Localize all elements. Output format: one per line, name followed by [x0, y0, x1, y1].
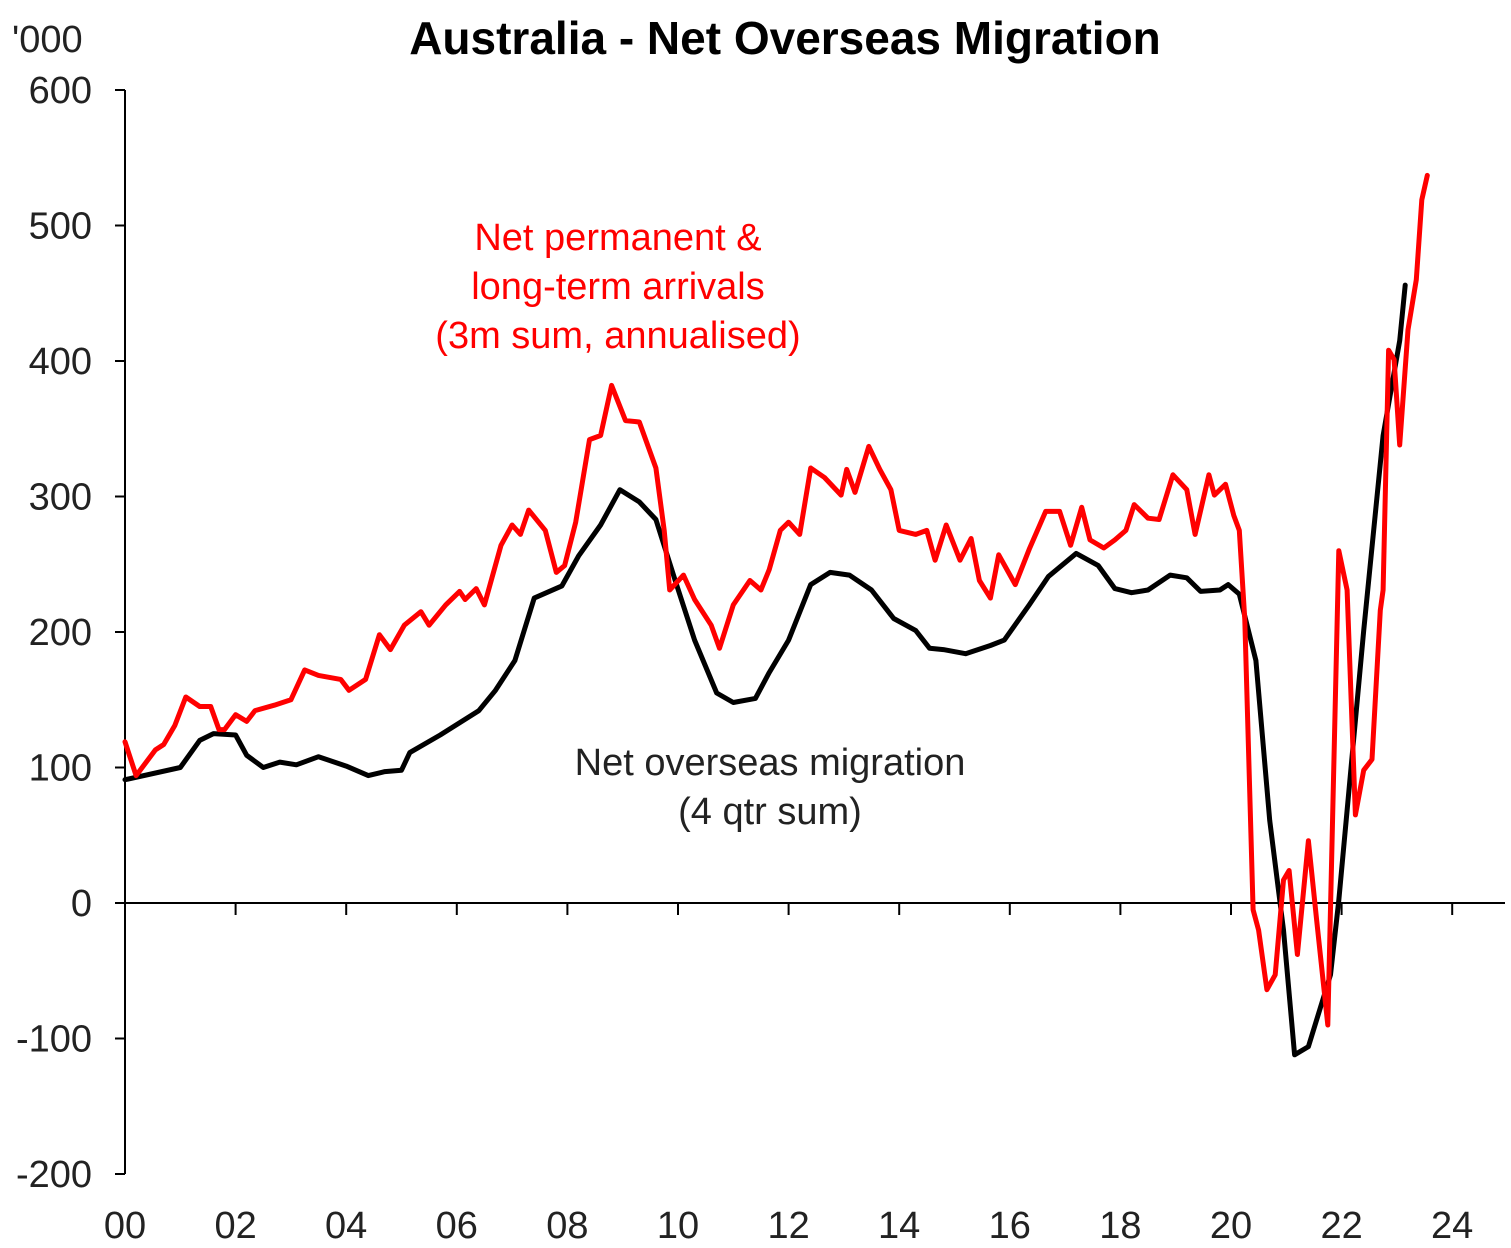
x-tick-label: 20 [1210, 1205, 1252, 1247]
annotation-red-line: Net permanent & [474, 217, 761, 259]
y-tick-label: -100 [16, 1019, 92, 1061]
x-tick-label: 18 [1099, 1205, 1141, 1247]
x-tick-label: 00 [104, 1205, 146, 1247]
y-tick-label: 0 [71, 883, 92, 925]
y-axis-unit-label: '000 [12, 19, 83, 61]
y-tick-label: -200 [16, 1154, 92, 1196]
y-tick-label: 200 [29, 612, 92, 654]
annotations: Net permanent & long-term arrivals (3m sum… [435, 217, 965, 833]
annotation-black-line: (4 qtr sum) [678, 791, 862, 833]
y-tick-label: 600 [29, 70, 92, 112]
series-line-black [122, 282, 1408, 1058]
x-tick-label: 16 [989, 1205, 1031, 1247]
x-tick-label: 08 [546, 1205, 588, 1247]
y-tick-label: 300 [29, 477, 92, 519]
annotation-black-line: Net overseas migration [575, 742, 966, 784]
x-tick-label: 04 [325, 1205, 367, 1247]
x-tick-label: 22 [1320, 1205, 1362, 1247]
annotation-red-line: (3m sum, annualised) [435, 315, 800, 357]
series-line-red [122, 172, 1430, 1028]
x-tick-label: 14 [878, 1205, 920, 1247]
x-tick-label: 12 [767, 1205, 809, 1247]
x-tick-label: 06 [436, 1205, 478, 1247]
x-tick-label: 24 [1431, 1205, 1473, 1247]
y-tick-label: 100 [29, 748, 92, 790]
x-tick-label: 10 [657, 1205, 699, 1247]
annotation-red-line: long-term arrivals [471, 266, 765, 308]
chart-title: Australia - Net Overseas Migration [409, 12, 1161, 64]
x-tick-label: 02 [214, 1205, 256, 1247]
series-group [122, 172, 1430, 1058]
axes: 600 500 400 300 200 100 0 -100 -200 00 02 04 06 08 10 1… [16, 70, 1505, 1247]
y-tick-label: 500 [29, 206, 92, 248]
y-tick-label: 400 [29, 341, 92, 383]
